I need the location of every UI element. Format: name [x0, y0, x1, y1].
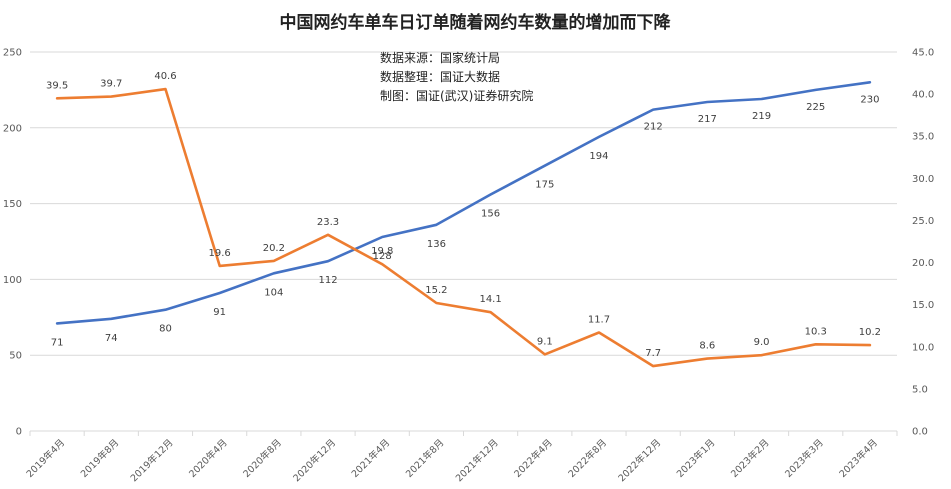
gridlines	[30, 51, 897, 432]
right-tick-label: 45.0	[912, 48, 934, 59]
right-tick-label: 25.0	[912, 216, 934, 227]
annotation-producer: 制图：国证(武汉)证券研究院	[380, 88, 533, 103]
x-tick-label: 2022年4月	[512, 437, 555, 480]
daily-orders-label: 14.1	[479, 294, 501, 305]
right-axis-ticks: 0.0 5.0 10.0 15.0 20.0 25.0 30.0 35.0 40.0 45.0	[912, 48, 934, 438]
x-tick-label: 2021年12月	[453, 437, 501, 485]
daily-orders-label: 10.2	[859, 327, 881, 338]
x-tick-label: 2020年4月	[186, 437, 229, 480]
x-tick-label: 2021年8月	[403, 437, 446, 480]
right-tick-label: 10.0	[912, 342, 934, 353]
series-lines	[55, 81, 872, 368]
daily-orders-label: 9.1	[537, 336, 553, 347]
vehicle-count-label: 112	[318, 275, 337, 286]
daily-orders-label: 8.6	[699, 341, 715, 352]
right-tick-label: 30.0	[912, 174, 934, 185]
daily-orders-label: 15.2	[425, 285, 447, 296]
x-tick-label: 2020年8月	[241, 437, 284, 480]
source-annotations: 数据来源：国家统计局 数据整理：国证大数据 制图：国证(武汉)证券研究院	[380, 50, 533, 103]
x-tick-label: 2020年12月	[291, 437, 339, 485]
vehicle-count-label: 217	[698, 114, 717, 125]
daily-orders-label: 20.2	[263, 243, 285, 254]
right-tick-label: 15.0	[912, 300, 934, 311]
vehicle-count-label: 156	[481, 209, 500, 220]
daily-orders-label: 9.0	[754, 337, 770, 348]
annotation-source: 数据来源：国家统计局	[380, 50, 500, 65]
daily-orders-line	[55, 87, 872, 368]
daily-orders-label: 19.8	[371, 246, 393, 257]
vehicle-count-label: 212	[644, 122, 663, 133]
x-tick-label: 2022年12月	[616, 437, 664, 485]
vehicle-count-label: 80	[159, 324, 172, 335]
vehicle-count-label: 74	[105, 333, 118, 344]
right-tick-label: 0.0	[912, 427, 928, 438]
data-labels: 71 74 80 91 104 112 128 136 156 175 194 212 217 219 22…	[46, 71, 881, 359]
x-tick-label: 2019年12月	[128, 437, 176, 485]
daily-orders-label: 40.6	[154, 71, 176, 82]
daily-orders-label: 39.7	[100, 79, 122, 90]
daily-orders-label: 7.7	[645, 348, 661, 359]
vehicle-count-line	[55, 81, 872, 325]
x-tick-label: 2023年2月	[728, 437, 771, 480]
daily-orders-label: 10.3	[805, 326, 827, 337]
x-tick-label: 2023年1月	[674, 437, 717, 480]
vehicle-count-label: 104	[264, 287, 283, 298]
x-axis-ticks: 2019年4月 2019年8月 2019年12月 2020年4月 2020年8月 2020…	[24, 431, 898, 485]
right-tick-label: 20.0	[912, 258, 934, 269]
left-tick-label: 50	[9, 351, 22, 362]
vehicle-count-label: 136	[427, 239, 446, 250]
daily-orders-label: 23.3	[317, 217, 339, 228]
daily-orders-label: 39.5	[46, 80, 68, 91]
daily-orders-label: 11.7	[588, 314, 610, 325]
left-tick-label: 250	[3, 48, 22, 59]
left-tick-label: 150	[3, 199, 22, 210]
vehicle-count-label: 219	[752, 111, 771, 122]
vehicle-count-label: 230	[860, 94, 879, 105]
x-tick-label: 2023年4月	[837, 437, 880, 480]
left-axis-ticks: 0 50 100 150 200 250	[3, 48, 22, 438]
vehicle-count-label: 225	[806, 102, 825, 113]
annotation-compiler: 数据整理：国证大数据	[380, 69, 500, 84]
right-tick-label: 5.0	[912, 384, 928, 395]
left-tick-label: 0	[16, 427, 22, 438]
chart-title: 中国网约车单车日订单随着网约车数量的增加而下降	[280, 12, 672, 33]
daily-orders-label: 19.6	[209, 248, 231, 259]
left-tick-label: 200	[3, 123, 22, 134]
right-tick-label: 35.0	[912, 132, 934, 143]
vehicle-count-label: 91	[213, 307, 226, 318]
vehicle-count-label: 194	[589, 151, 608, 162]
right-tick-label: 40.0	[912, 90, 934, 101]
left-tick-label: 100	[3, 275, 22, 286]
vehicle-count-label: 128	[373, 251, 392, 262]
vehicle-count-label: 175	[535, 180, 554, 191]
x-tick-label: 2019年4月	[24, 437, 67, 480]
x-tick-label: 2023年3月	[783, 437, 826, 480]
vehicle-count-label: 71	[51, 337, 64, 348]
x-tick-label: 2019年8月	[78, 437, 121, 480]
x-tick-label: 2021年4月	[349, 437, 392, 480]
x-tick-label: 2022年8月	[566, 437, 609, 480]
